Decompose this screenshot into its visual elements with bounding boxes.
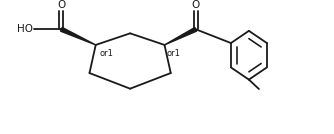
Polygon shape — [165, 27, 197, 45]
Text: or1: or1 — [167, 49, 181, 58]
Text: O: O — [192, 0, 200, 10]
Text: HO: HO — [17, 24, 33, 34]
Text: O: O — [57, 0, 65, 10]
Text: or1: or1 — [100, 49, 113, 58]
Polygon shape — [60, 27, 96, 45]
